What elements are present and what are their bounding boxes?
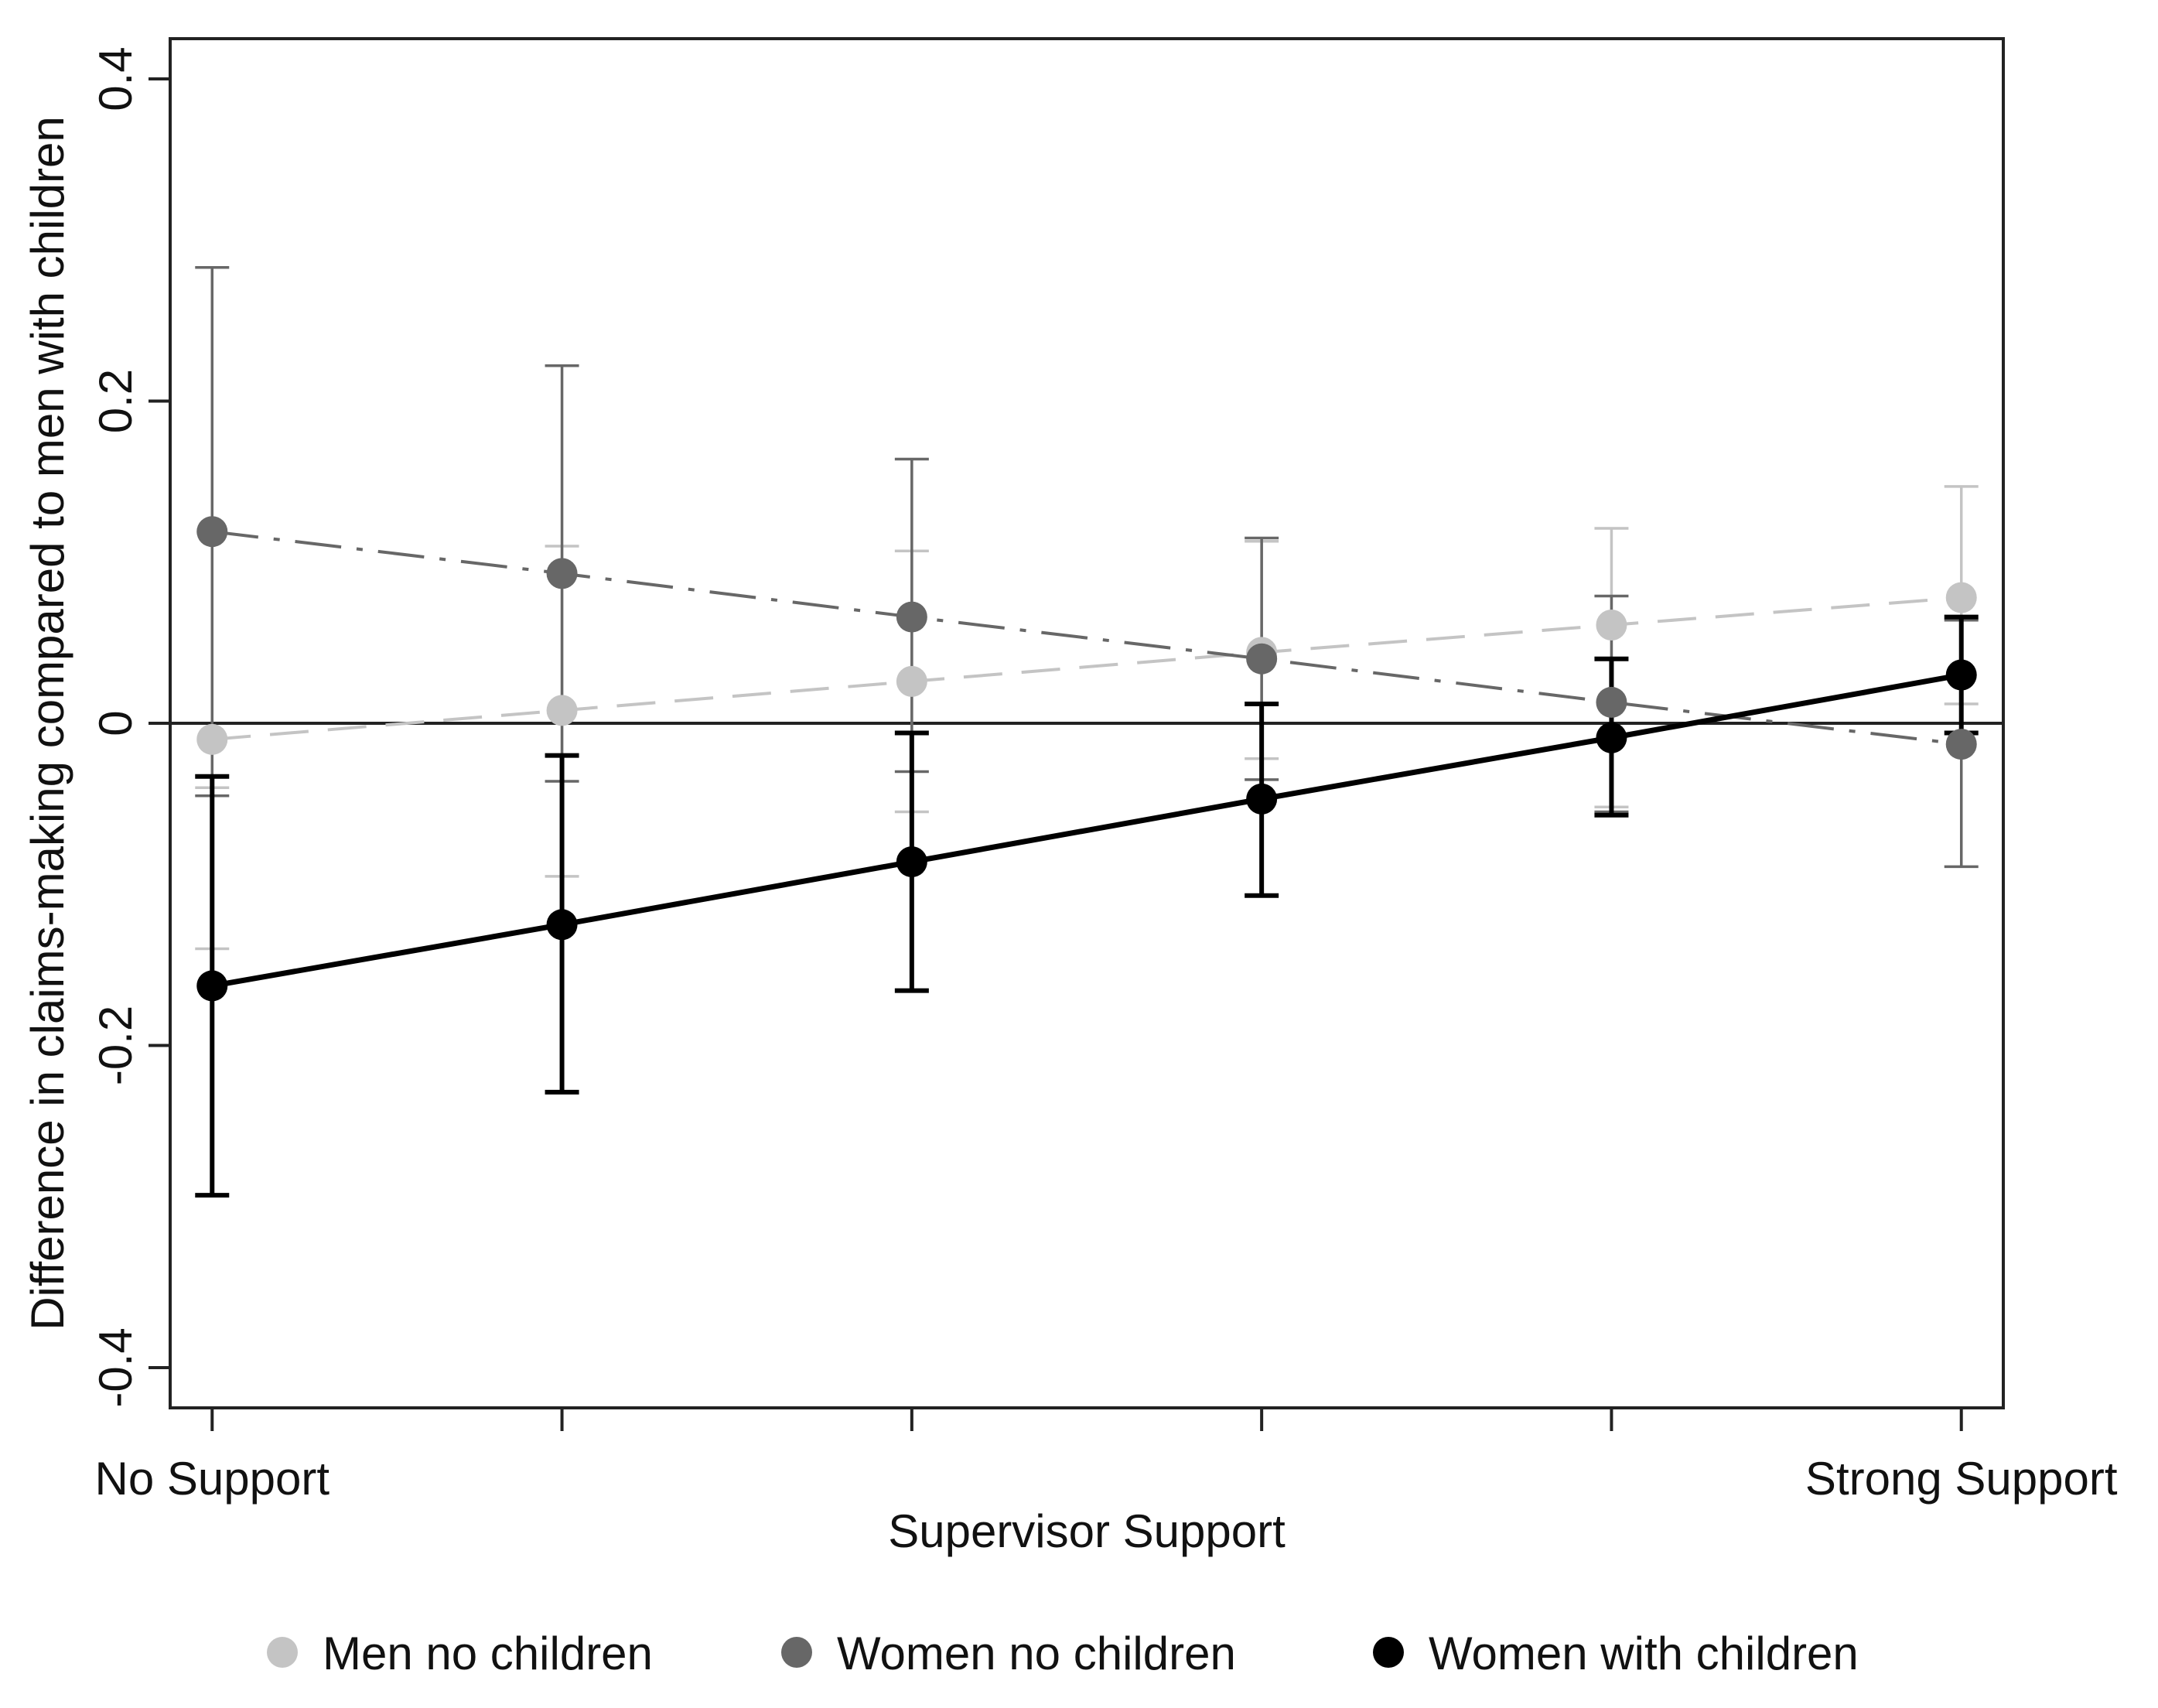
series-lines-group xyxy=(211,530,1962,989)
data-point xyxy=(546,695,578,726)
legend-marker xyxy=(267,1637,298,1668)
data-point xyxy=(196,516,228,548)
data-point xyxy=(896,601,927,633)
data-point xyxy=(896,665,927,697)
data-point xyxy=(1246,783,1278,815)
legend-label: Women no children xyxy=(837,1628,1236,1679)
y-tick-label: 0.2 xyxy=(90,369,142,433)
series-line-1 xyxy=(212,530,1962,746)
legend-marker xyxy=(781,1637,812,1668)
y-axis-title: Difference in claims-making compared to … xyxy=(22,116,73,1331)
y-tick-label: 0 xyxy=(90,710,142,736)
data-point xyxy=(1945,729,1977,760)
data-point xyxy=(1596,686,1627,718)
x-axis: No Support Strong Support xyxy=(95,1408,2118,1505)
y-tick-label: -0.4 xyxy=(90,1327,142,1407)
y-tick-label: 0.4 xyxy=(90,46,142,111)
series-line-0 xyxy=(212,596,1962,741)
legend: Men no children Women no children Women wi… xyxy=(267,1628,1859,1679)
data-points-group xyxy=(196,516,1977,1002)
data-point xyxy=(546,909,578,941)
y-tick-label: -0.2 xyxy=(90,1006,142,1085)
data-point xyxy=(1596,609,1627,640)
data-point xyxy=(1945,659,1977,691)
series-line-2 xyxy=(211,672,1962,989)
data-point xyxy=(1945,582,1977,613)
error-bars-group xyxy=(195,265,1979,1198)
data-point xyxy=(896,846,927,878)
data-point xyxy=(196,723,228,755)
data-point xyxy=(196,970,228,1002)
legend-label: Men no children xyxy=(323,1628,653,1679)
x-tick-label: Strong Support xyxy=(1805,1453,2118,1505)
data-point xyxy=(546,558,578,589)
x-tick-label: No Support xyxy=(95,1453,330,1505)
x-axis-title: Supervisor Support xyxy=(888,1505,1286,1557)
data-point xyxy=(1246,643,1278,675)
y-axis: -0.4 -0.2 0 0.2 0.4 xyxy=(90,46,170,1408)
data-point xyxy=(1596,722,1627,753)
legend-label: Women with children xyxy=(1429,1628,1859,1679)
legend-marker xyxy=(1373,1637,1404,1668)
